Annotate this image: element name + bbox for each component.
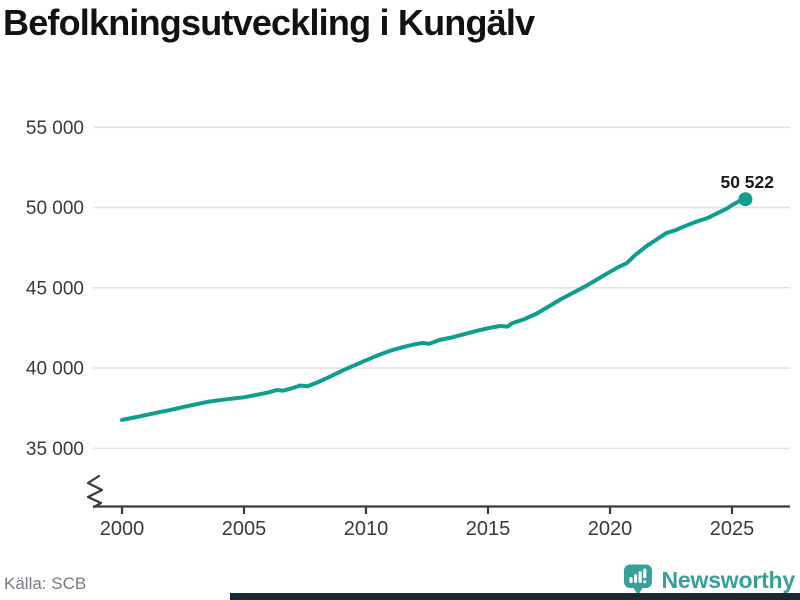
x-tick-label: 2000 bbox=[100, 518, 145, 540]
x-tick-label: 2015 bbox=[466, 518, 511, 540]
x-tick-label: 2005 bbox=[222, 518, 267, 540]
latest-point-marker bbox=[738, 192, 753, 207]
y-axis-break-icon bbox=[86, 474, 104, 509]
bar-1 bbox=[628, 577, 633, 583]
exclamation-bar bbox=[642, 568, 646, 579]
series-group bbox=[120, 192, 753, 422]
gridlines-group bbox=[93, 126, 790, 450]
bottom-bar bbox=[230, 593, 800, 600]
y-tick-label: 50 000 bbox=[26, 198, 84, 219]
y-tick-label: 40 000 bbox=[26, 359, 84, 380]
x-tick-label: 2010 bbox=[344, 518, 389, 540]
speech-pin-shape bbox=[623, 564, 652, 595]
x-tick-label: 2025 bbox=[710, 518, 755, 540]
x-tick-label: 2020 bbox=[588, 518, 633, 540]
tick-labels-group: 35 000 40 000 45 000 50 000 55 000 2000 2005 20… bbox=[26, 118, 754, 540]
population-line bbox=[120, 197, 748, 422]
y-tick-label: 45 000 bbox=[26, 278, 84, 299]
exclamation-dot bbox=[642, 580, 646, 584]
latest-value-label: 50 522 bbox=[720, 172, 774, 192]
newsworthy-wordmark: Newsworthy bbox=[661, 566, 796, 593]
bar-3 bbox=[638, 571, 642, 583]
newsworthy-icon bbox=[623, 564, 652, 595]
source-caption: Källa: SCB bbox=[4, 574, 87, 593]
bar-2 bbox=[633, 574, 637, 583]
x-axis-group bbox=[86, 474, 790, 509]
chart-title: Befolkningsutveckling i Kungälv bbox=[3, 2, 535, 43]
y-tick-label: 35 000 bbox=[26, 439, 84, 460]
y-tick-label: 55 000 bbox=[26, 118, 84, 139]
newsworthy-logo[interactable]: Newsworthy bbox=[622, 563, 795, 597]
